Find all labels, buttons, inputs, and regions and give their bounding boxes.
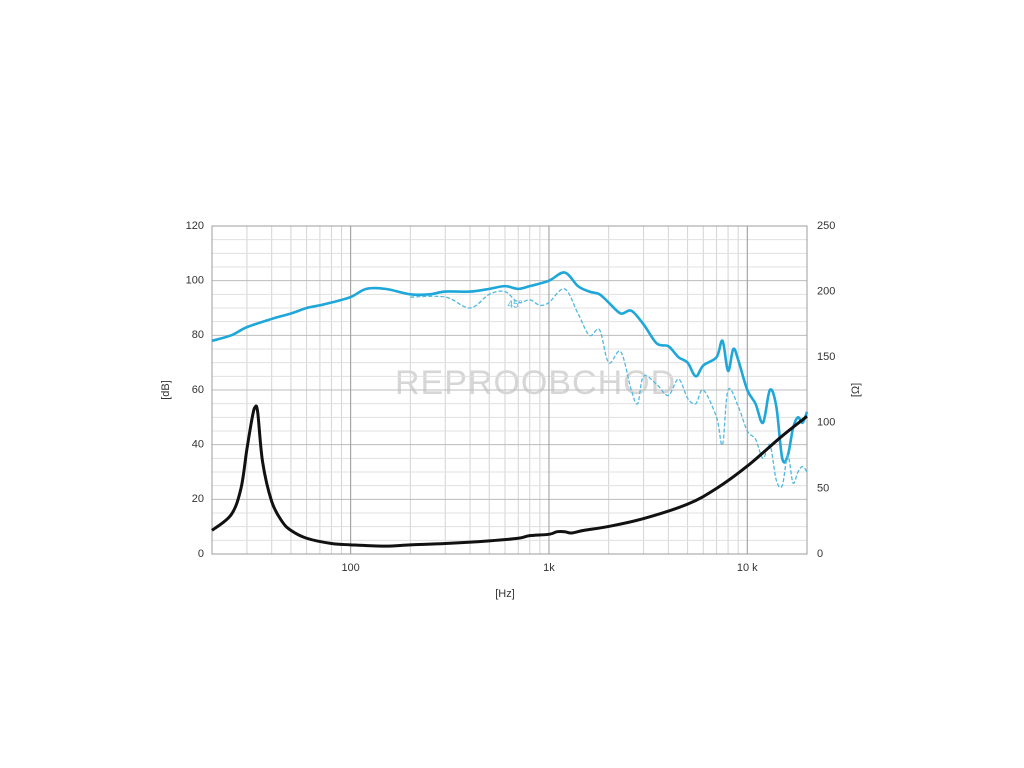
y2-tick-label: 200 <box>817 286 835 298</box>
x-tick-label: 100 <box>341 562 359 574</box>
y2-tick-label: 250 <box>817 220 835 232</box>
grid <box>212 225 807 555</box>
y-axis-label: [dB] <box>160 380 172 400</box>
x-tick-label: 1k <box>543 562 555 574</box>
x-axis-label: [Hz] <box>495 588 515 600</box>
y-tick-label: 80 <box>192 329 204 341</box>
y-tick-label: 100 <box>186 275 204 287</box>
annotation: 45° <box>507 300 522 311</box>
series-line <box>211 404 808 548</box>
y-tick-label: 120 <box>186 220 204 232</box>
series-line <box>410 288 808 489</box>
y-tick-label: 0 <box>198 548 204 560</box>
y2-tick-label: 0 <box>817 548 823 560</box>
y-tick-label: 60 <box>192 384 204 396</box>
y-tick-label: 40 <box>192 439 204 451</box>
y2-tick-label: 150 <box>817 351 835 363</box>
y-tick-label: 20 <box>192 493 204 505</box>
y2-axis-label: [Ω] <box>850 383 862 397</box>
y2-tick-label: 100 <box>817 417 835 429</box>
x-tick-label: 10 k <box>737 562 758 574</box>
y2-tick-label: 50 <box>817 482 829 494</box>
series-line <box>211 271 809 464</box>
watermark: REPROOBCHOD <box>395 364 676 402</box>
plot-frame <box>211 225 808 555</box>
